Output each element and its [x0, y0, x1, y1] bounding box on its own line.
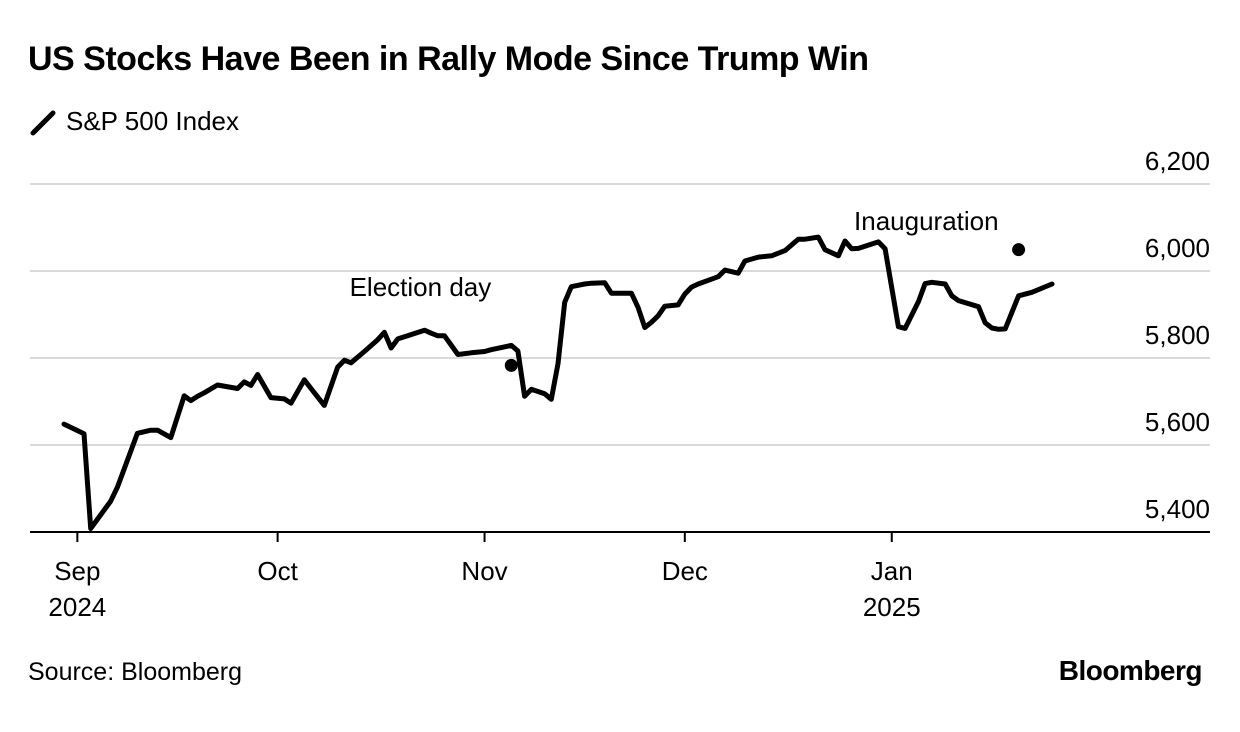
y-tick-label: 6,000 — [1145, 233, 1210, 263]
y-tick-label: 5,600 — [1145, 407, 1210, 437]
legend: S&P 500 Index — [30, 106, 239, 137]
bloomberg-logo: Bloomberg — [1058, 655, 1203, 686]
x-tick-label: Jan — [871, 556, 913, 586]
y-tick-label: 5,800 — [1145, 320, 1210, 350]
x-tick-year-label: 2024 — [48, 592, 106, 622]
y-tick-label: 6,200 — [1145, 146, 1210, 176]
source-note: Source: Bloomberg — [28, 658, 243, 686]
chart-title: US Stocks Have Been in Rally Mode Since … — [28, 40, 869, 78]
x-tick-label: Nov — [461, 556, 507, 586]
annotation-marker — [504, 358, 518, 372]
x-tick-label: Dec — [662, 556, 708, 586]
annotation-marker — [1012, 243, 1026, 257]
annotation-label-inauguration: Inauguration — [854, 206, 999, 236]
legend-label: S&P 500 Index — [66, 106, 239, 136]
legend-line-swatch — [30, 110, 56, 135]
annotation-label-election-day: Election day — [350, 272, 492, 302]
x-tick-year-label: 2025 — [863, 592, 921, 622]
x-tick-label: Oct — [257, 556, 298, 586]
series-line-sp500 — [61, 234, 1055, 531]
x-tick-label: Sep — [54, 556, 100, 586]
y-tick-label: 5,400 — [1145, 494, 1210, 524]
